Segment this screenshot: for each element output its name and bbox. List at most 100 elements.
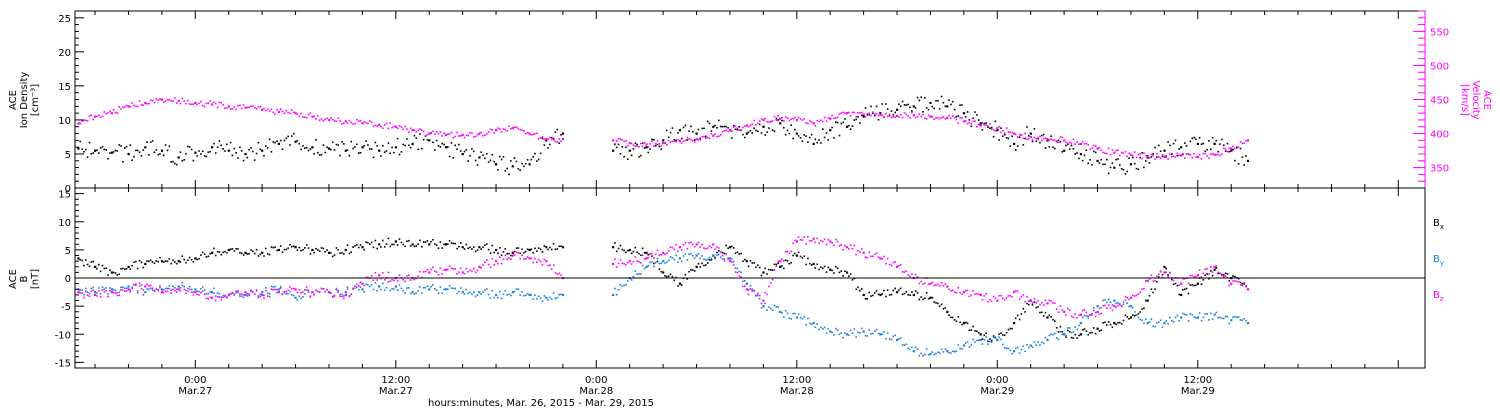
b-series-1-sample [396,289,399,291]
density-sample [385,150,388,152]
density-sample [400,151,403,153]
velocity-sample [1145,154,1147,157]
velocity-sample [911,111,913,114]
b-series-2-sample [536,261,538,263]
density-sample [844,118,846,120]
b-series-2-sample [439,267,442,270]
b-series-1-sample [630,279,633,281]
b-series-0-sample [833,272,835,274]
legend: Bx By Bz [1433,218,1444,303]
density-sample [291,135,293,137]
b-series-2-sample [504,254,507,257]
b-series-1-sample [357,288,360,291]
velocity-sample [814,124,817,127]
b-series-0-sample [274,246,276,248]
b-series-0-sample [859,289,861,292]
b-series-2-sample [953,291,956,293]
b-series-1-sample [255,289,258,291]
velocity-sample [899,114,902,116]
velocity-sample [320,118,323,120]
b-series-0-sample [861,288,863,290]
velocity-sample [664,142,666,145]
density-sample [224,150,226,152]
b-series-2-point [1230,282,1233,285]
density-sample [653,139,655,141]
velocity-sample [1050,138,1052,140]
b-series-1-sample [976,339,978,342]
velocity-sample [1132,155,1134,157]
b-series-2-sample [270,288,273,290]
density-sample [404,144,406,147]
b-series-1-sample [500,297,503,300]
b-series-0-sample [486,243,488,245]
b-series-1-sample [885,337,887,340]
velocity-sample [352,123,354,125]
velocity-sample [855,115,857,118]
b-series-1-point [896,338,899,342]
density-sample [253,159,256,161]
density-sample [907,103,909,106]
b-series-0-sample [318,250,321,252]
b-series-2-sample [122,289,124,291]
velocity-sample [305,116,308,119]
b-series-0-sample [803,255,805,257]
velocity-sample [1094,145,1097,147]
velocity-sample [805,122,807,124]
b-series-2-sample [116,294,119,297]
b-series-2-sample [1039,303,1041,306]
b-series-2-sample [1115,306,1117,308]
density-sample [279,139,282,142]
density-sample [463,150,466,153]
b-series-2-sample [389,280,391,282]
velocity-sample [1059,136,1062,138]
top-right-tick-label: 400 [1430,130,1449,141]
b-series-2-sample [786,250,789,253]
b-series-1-sample [864,334,867,337]
velocity-sample [83,119,85,122]
density-sample [647,151,650,154]
b-series-0-sample [1107,321,1110,323]
b-series-1-sample [1204,313,1206,315]
b-series-0-sample [1158,276,1160,278]
density-sample [480,151,482,153]
velocity-sample [653,145,655,147]
b-series-0-sample [216,250,219,253]
b-series-1-sample [1115,302,1117,304]
b-series-2-sample [1184,277,1186,280]
density-sample [643,147,646,149]
b-series-1-sample [435,289,438,291]
density-sample [673,139,676,141]
velocity-sample [883,116,885,118]
b-series-2-sample [875,252,878,254]
b-series-2-sample [641,254,644,256]
velocity-sample [1172,155,1175,157]
b-series-1-sample [625,284,627,286]
b-series-0-sample [79,258,81,261]
b-series-1-sample [1015,347,1017,350]
b-series-2-sample [903,271,906,273]
b-series-1-sample [886,332,889,334]
b-series-1-sample [547,299,549,301]
b-series-1-sample [1141,319,1143,322]
b-series-2-sample [170,292,172,294]
b-series-2-sample [257,296,260,299]
b-series-0-sample [439,241,442,243]
b-series-2-sample [356,283,358,286]
b-series-2-sample [155,288,158,290]
b-series-2-sample [1237,280,1240,283]
velocity-point [929,115,932,118]
b-series-1-sample [1107,298,1110,301]
b-series-0-sample [1237,277,1240,280]
velocity-sample [736,127,739,129]
b-series-1-sample [560,293,562,296]
b-series-1-sample [335,287,338,290]
b-series-2-sample [276,291,278,294]
velocity-sample [1054,139,1056,142]
density-sample [1198,137,1201,139]
velocity-sample [835,117,837,119]
density-sample [1174,139,1177,142]
b-series-1-sample [866,335,869,337]
b-series-1-sample [775,306,778,308]
velocity-sample [1100,149,1102,152]
